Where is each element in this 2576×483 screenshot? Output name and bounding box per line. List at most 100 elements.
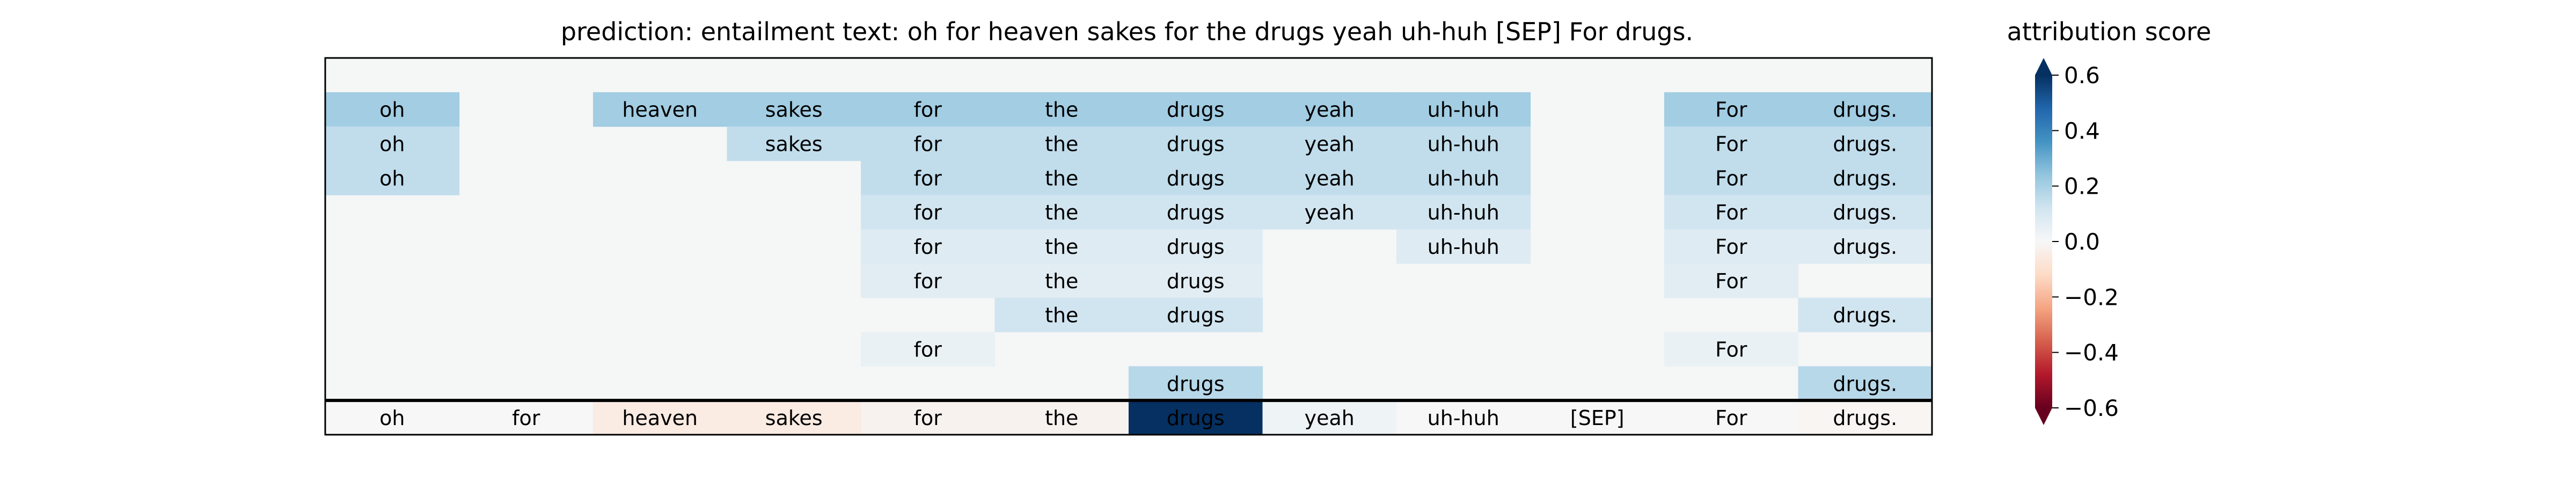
heatmap-cell [1262, 126, 1397, 162]
heatmap-cell [593, 92, 728, 127]
heatmap-cell [1262, 195, 1397, 230]
cell-token-label: drugs [1167, 201, 1225, 224]
attribution-cell [325, 400, 460, 435]
heatmap-cell [861, 195, 996, 230]
attribution-token-label: sakes [765, 406, 823, 430]
heatmap-cell [1129, 263, 1263, 298]
heatmap-cell [994, 160, 1129, 195]
cell-token-label: drugs. [1833, 166, 1897, 190]
cell-token-label: the [1045, 304, 1078, 327]
cell-token-label: for [914, 201, 942, 224]
heatmap-cell [1129, 195, 1263, 230]
attribution-token-label: for [914, 406, 942, 430]
heatmap-cell [1262, 160, 1397, 195]
cell-token-label: yeah [1305, 133, 1355, 156]
heatmap-cell [1396, 92, 1531, 127]
heatmap-cell [1798, 195, 1933, 230]
heatmap-cell [994, 195, 1129, 230]
cell-token-label: uh-huh [1428, 201, 1499, 224]
cell-token-label: drugs [1167, 235, 1225, 259]
heatmap-cell [994, 263, 1129, 298]
heatmap-cell [1664, 332, 1799, 367]
cell-token-label: For [1715, 133, 1747, 156]
colorbar-tick-label: 0.2 [2064, 173, 2100, 200]
cell-token-label: for [914, 133, 942, 156]
colorbar-extend-min [2035, 408, 2052, 425]
attribution-cell [1396, 400, 1531, 435]
cell-token-label: for [914, 235, 942, 259]
cell-token-label: yeah [1305, 201, 1355, 224]
attribution-cell [861, 400, 996, 435]
attribution-token-label: the [1045, 406, 1078, 430]
cell-token-label: For [1715, 269, 1747, 293]
cell-token-label: For [1715, 166, 1747, 190]
colorbar-tick-label: −0.4 [2064, 340, 2119, 366]
heatmap-cell [1798, 160, 1933, 195]
heatmap-cell [1129, 297, 1263, 333]
cell-token-label: drugs [1167, 166, 1225, 190]
cell-token-label: drugs [1167, 304, 1225, 327]
colorbar-gradient [2035, 75, 2052, 408]
heatmap-cell [325, 92, 460, 127]
cell-token-label: yeah [1305, 166, 1355, 190]
colorbar-tick-label: −0.6 [2064, 395, 2119, 421]
heatmap-cell [1798, 297, 1933, 333]
heatmap-cell [861, 263, 996, 298]
heatmap-cell [325, 160, 460, 195]
attribution-token-label: [SEP] [1570, 406, 1624, 430]
attribution-cell [459, 400, 594, 435]
cell-token-label: uh-huh [1428, 235, 1499, 259]
attribution-cell [1129, 400, 1263, 435]
heatmap-cell [994, 126, 1129, 162]
cell-token-label: drugs. [1833, 201, 1897, 224]
attribution-cell [727, 400, 861, 435]
cell-token-label: For [1715, 201, 1747, 224]
cell-token-label: sakes [765, 98, 823, 122]
heatmap-cell [994, 92, 1129, 127]
cell-token-label: uh-huh [1428, 133, 1499, 156]
heatmap-cell [1664, 229, 1799, 264]
cell-token-label: for [914, 338, 942, 361]
attribution-cell [994, 400, 1129, 435]
chart-title: prediction: entailment text: oh for heav… [561, 17, 1693, 46]
cell-token-label: heaven [622, 98, 698, 122]
cell-token-label: drugs. [1833, 304, 1897, 327]
heatmap-cell [1664, 195, 1799, 230]
attribution-cell [1530, 400, 1665, 435]
heatmap-cell [1129, 229, 1263, 264]
colorbar-title: attribution score [2007, 17, 2212, 46]
cell-token-label: drugs. [1833, 98, 1897, 122]
heatmap-cell [994, 297, 1129, 333]
cell-token-label: For [1715, 338, 1747, 361]
cell-token-label: sakes [765, 133, 823, 156]
heatmap-cell [861, 160, 996, 195]
heatmap-cell [1396, 126, 1531, 162]
heatmap-cell [1262, 92, 1397, 127]
attribution-token-label: uh-huh [1428, 406, 1499, 430]
colorbar-tick-label: 0.4 [2064, 118, 2100, 144]
heatmap-cell [861, 332, 996, 367]
cell-token-label: for [914, 98, 942, 122]
heatmap-cell [861, 126, 996, 162]
heatmap-cell [1798, 126, 1933, 162]
cell-token-label: drugs. [1833, 235, 1897, 259]
attribution-cell [593, 400, 728, 435]
cell-token-label: drugs. [1833, 372, 1897, 396]
heatmap-cell [1664, 126, 1799, 162]
cell-token-label: drugs [1167, 372, 1225, 396]
heatmap-cell [1664, 92, 1799, 127]
colorbar-tick-label: 0.6 [2064, 62, 2100, 89]
heatmap-cell [1798, 92, 1933, 127]
heatmap-cell [1396, 160, 1531, 195]
heatmap-cell [1798, 366, 1933, 401]
cell-token-label: drugs. [1833, 133, 1897, 156]
cell-token-label: for [914, 269, 942, 293]
attribution-token-label: drugs. [1833, 406, 1897, 430]
heatmap-frame [324, 57, 1933, 436]
heatmap-cell [1664, 263, 1799, 298]
cell-token-label: oh [379, 98, 405, 122]
attribution-token-label: drugs [1167, 406, 1225, 430]
heatmap-cell [1396, 195, 1531, 230]
cell-token-label: the [1045, 166, 1078, 190]
